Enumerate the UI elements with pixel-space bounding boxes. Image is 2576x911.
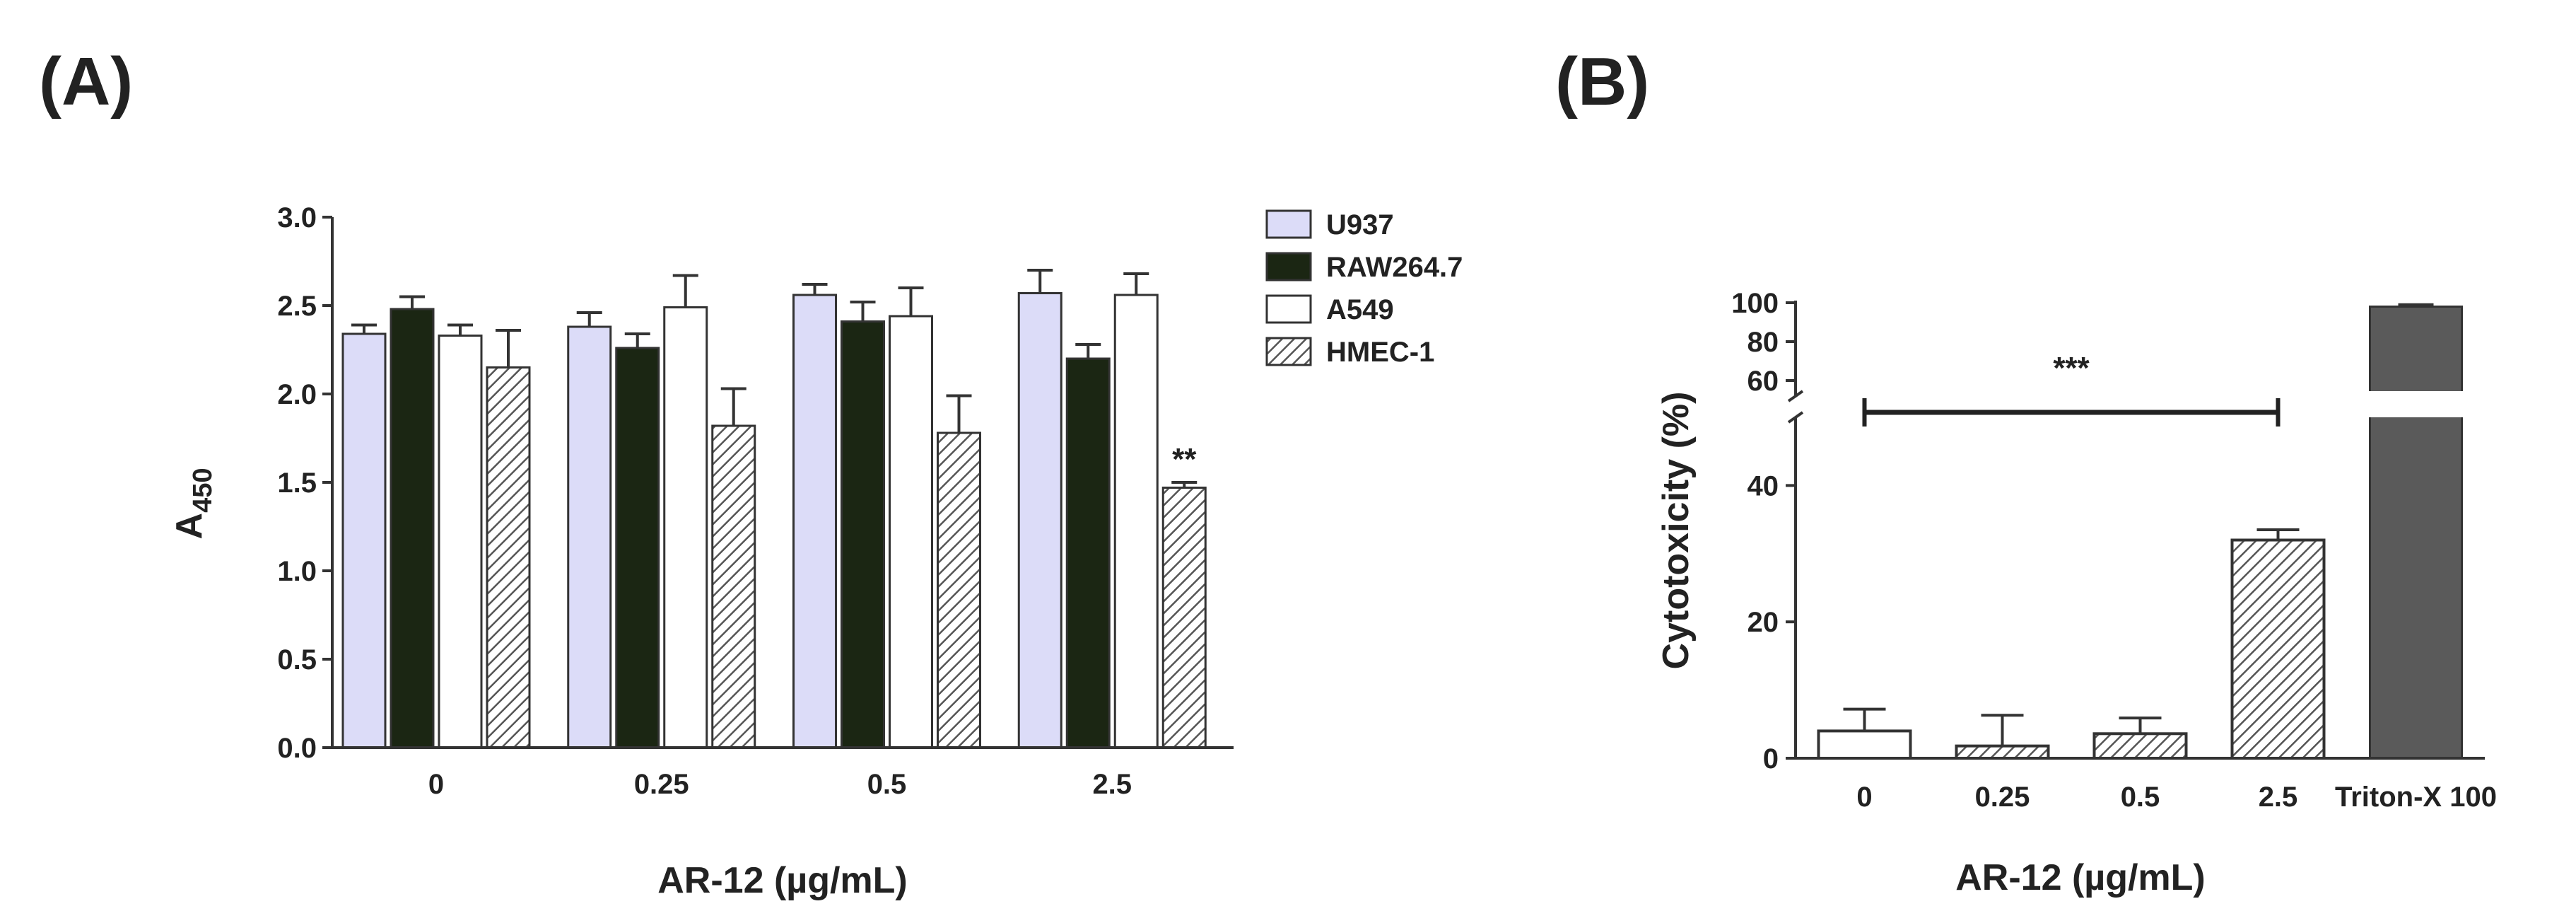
bar-0-25 [1955, 744, 2050, 760]
y-tick-label: 1.0 [277, 556, 317, 587]
legend-swatch [1265, 337, 1312, 366]
panel-b-axis-break-mark [1787, 390, 1804, 402]
panel-a-bars [341, 269, 1207, 749]
bar-u937 [567, 325, 612, 749]
x-tick-label: 2.5 [2259, 782, 2298, 813]
legend-swatch [1265, 294, 1312, 324]
bar-2-5 [2230, 538, 2326, 760]
y-tick-label: 60 [1747, 366, 1779, 397]
bar-hmec-1 [1161, 487, 1207, 749]
panel-a-x-ticks: 0 0.25 0.5 2.5 [428, 769, 1132, 800]
bar-a549 [438, 335, 483, 749]
panel-b-y-ticks: 0 20 40 60 80 100 [1731, 288, 1796, 774]
panel-b-x-ticks: 0 0.25 0.5 2.5 Triton-X 100 [1856, 782, 2497, 813]
bar-raw264-7 [1065, 357, 1111, 749]
panel-a-y-ticks: 0.0 0.5 1.0 1.5 2.0 2.5 3.0 [277, 202, 332, 764]
panel-a: (A) 0.0 0.5 1.0 1.5 2.0 2.5 3.0 0 0.25 0.5 2.5 A4… [39, 44, 1463, 901]
panel-a-y-label: A450 [169, 468, 218, 540]
y-tick-label: 1.5 [277, 468, 317, 499]
bar-hmec-1 [711, 424, 756, 749]
y-tick-label: 40 [1747, 470, 1779, 501]
axis-break-gap [2367, 391, 2465, 417]
panel-b-x-label: AR-12 (µg/mL) [1955, 857, 2206, 898]
y-tick-label: 20 [1747, 607, 1779, 638]
bar-raw264-7 [615, 347, 660, 749]
x-tick-label: 0.5 [867, 769, 907, 800]
bar-u937 [341, 332, 387, 749]
x-tick-label: 0 [1856, 782, 1872, 813]
y-tick-label: 80 [1747, 327, 1779, 358]
legend-label: U937 [1326, 209, 1394, 240]
bar-hmec-1 [937, 431, 981, 749]
x-tick-label: 0.5 [2121, 782, 2160, 813]
x-tick-label: 0.25 [634, 769, 689, 800]
legend-label: RAW264.7 [1326, 252, 1463, 283]
bar-raw264-7 [841, 320, 885, 749]
panel-b: (B) 0 20 40 60 80 100 0 0.25 0.5 2.5 Triton-X 100… [1555, 44, 2497, 898]
legend-label: HMEC-1 [1326, 337, 1434, 368]
y-tick-label: 2.0 [277, 379, 317, 410]
y-tick-label: 3.0 [277, 202, 317, 233]
bar-a549 [1113, 294, 1159, 749]
y-tick-label: 0.5 [277, 644, 317, 675]
y-tick-label: 100 [1731, 288, 1779, 319]
x-tick-label: Triton-X 100 [2335, 782, 2497, 813]
legend-swatch [1265, 209, 1312, 239]
legend-label: A549 [1326, 294, 1394, 325]
x-tick-label: 0 [428, 769, 444, 800]
bar-0-5 [2092, 732, 2188, 760]
legend-swatch [1265, 252, 1312, 282]
bar-a549 [663, 306, 708, 749]
panel-a-letter: (A) [39, 44, 133, 120]
panel-a-significance: ** [1172, 442, 1197, 477]
x-tick-label: 2.5 [1092, 769, 1132, 800]
panel-b-bars [1817, 303, 2465, 760]
y-tick-label: 2.5 [277, 291, 317, 322]
panel-b-axis-break-mark [1787, 411, 1804, 424]
panel-a-legend: U937 RAW264.7 A549 HMEC-1 [1265, 209, 1463, 368]
bar-u937 [1017, 292, 1062, 749]
panel-b-letter: (B) [1555, 44, 1649, 120]
panel-a-x-label: AR-12 (µg/mL) [657, 860, 908, 901]
bar-hmec-1 [486, 366, 531, 749]
y-tick-label: 0 [1763, 743, 1779, 774]
bar-triton-x-100 [2369, 306, 2463, 760]
panel-b-significance-bracket [1862, 398, 2281, 427]
panel-b-significance: *** [2053, 351, 2090, 385]
bar-raw264-7 [390, 308, 435, 749]
x-tick-label: 0.25 [1975, 782, 2030, 813]
panel-b-y-label: Cytotoxicity (%) [1656, 392, 1697, 670]
bar-u937 [792, 294, 837, 749]
bar-0 [1817, 729, 1912, 760]
y-tick-label: 0.0 [277, 733, 317, 764]
bar-a549 [889, 315, 933, 749]
